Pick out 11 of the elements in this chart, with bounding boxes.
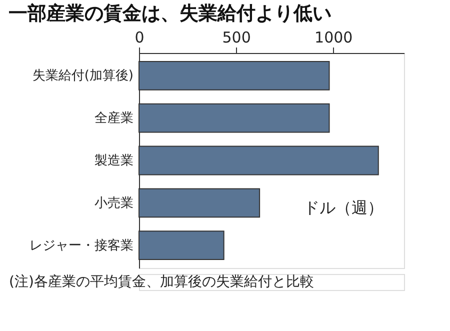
x-tick-label: 0 <box>134 28 144 46</box>
y-tick-label: 製造業 <box>94 154 134 168</box>
y-tick-label: 小売業 <box>94 196 134 211</box>
chart-title: 一部産業の賃金は、失業給付より低い <box>8 2 332 24</box>
x-axis-title: ドル（週） <box>303 198 384 217</box>
x-tick-label: 1000 <box>314 28 353 46</box>
x-tick-label: 500 <box>222 28 251 46</box>
text: (注)各産業の平均賃金、加算後の失業給付と比較 <box>9 274 314 290</box>
y-tick-label: レジャー・接客業 <box>30 237 134 254</box>
y-tick-label: 全産業 <box>94 110 134 126</box>
y-tick-label: 失業給付(加算後) <box>32 68 134 84</box>
